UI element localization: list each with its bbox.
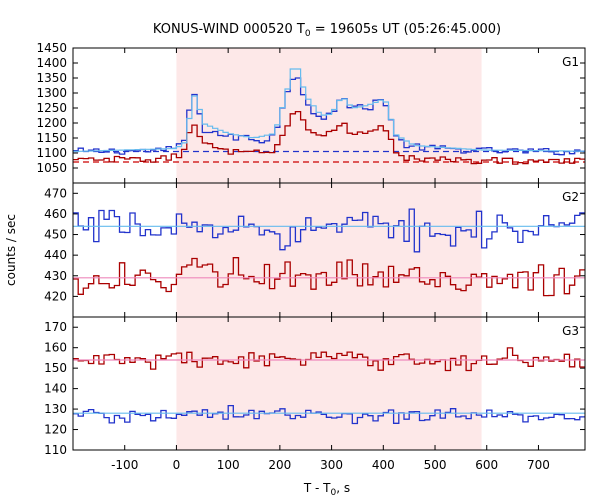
y-tick-label: 1250 xyxy=(36,101,67,115)
x-tick-label: 300 xyxy=(320,458,343,472)
x-tick-label: 100 xyxy=(217,458,240,472)
chart-title: KONUS-WIND 000520 T0 = 19605s UT (05:26:… xyxy=(153,22,501,39)
y-tick-label: 160 xyxy=(44,341,67,355)
panel-g2: 420 430 440 450 460 470 G2 xyxy=(44,182,586,318)
y-tick-label: 470 xyxy=(44,186,67,200)
y-tick-label: 130 xyxy=(44,402,67,416)
panel-g3: 110 120 130 140 150 160 170 G3 xyxy=(44,316,586,457)
y-tick-label: 1050 xyxy=(36,161,67,175)
panel-label-g3: G3 xyxy=(562,324,579,338)
y-tick-label: 1400 xyxy=(36,56,67,70)
y-tick-label: 1100 xyxy=(36,146,67,160)
y-tick-label: 1200 xyxy=(36,116,67,130)
y-tick-label: 430 xyxy=(44,269,67,283)
y-tick-label: 460 xyxy=(44,207,67,221)
highlight-interval xyxy=(176,48,482,450)
panel-label-g2: G2 xyxy=(562,190,579,204)
y-tick-label: 450 xyxy=(44,228,67,242)
y-tick-label: 1450 xyxy=(36,41,67,55)
x-tick-label: -100 xyxy=(111,458,138,472)
y-tick-label: 140 xyxy=(44,382,67,396)
blue-hist-series xyxy=(73,208,585,253)
y-tick-label: 110 xyxy=(44,443,67,457)
red-hist-series xyxy=(73,110,585,165)
y-tick-label: 1300 xyxy=(36,86,67,100)
cyan-fit-series xyxy=(73,68,585,152)
y-tick-label: 440 xyxy=(44,248,67,262)
panel-label-g1: G1 xyxy=(562,55,579,69)
y-tick-label: 420 xyxy=(44,289,67,303)
y-axis-label: counts / sec xyxy=(4,214,18,286)
x-axis-label: T - T0, s xyxy=(303,481,350,498)
y-tick-label: 170 xyxy=(44,320,67,334)
red-hist-series xyxy=(73,257,585,297)
blue-hist-series xyxy=(73,404,585,425)
x-tick-label: 400 xyxy=(372,458,395,472)
x-tick-label: 500 xyxy=(424,458,447,472)
y-tick-label: 1150 xyxy=(36,131,67,145)
panel-frame xyxy=(72,316,586,451)
x-tick-label: 600 xyxy=(475,458,498,472)
y-tick-label: 120 xyxy=(44,423,67,437)
x-tick-label: 0 xyxy=(173,458,181,472)
x-tick-label: 700 xyxy=(527,458,550,472)
y-tick-label: 150 xyxy=(44,361,67,375)
red-hist-series xyxy=(73,347,585,372)
y-tick-label: 1350 xyxy=(36,71,67,85)
x-tick-label: 200 xyxy=(268,458,291,472)
